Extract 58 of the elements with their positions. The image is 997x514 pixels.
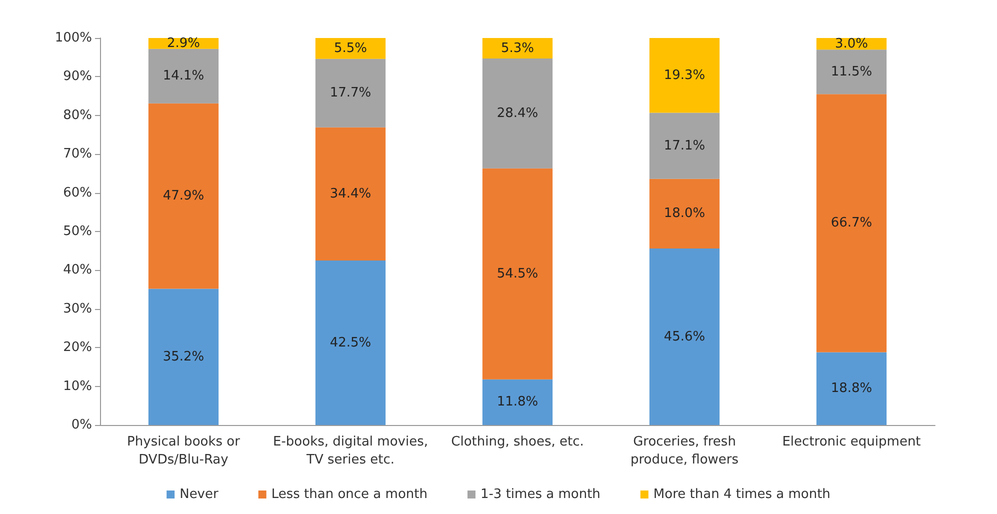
data-label: 17.1% (664, 138, 706, 154)
y-tick-label: 70% (63, 146, 92, 162)
bar (816, 352, 887, 425)
data-label: 11.5% (830, 64, 872, 80)
data-label: 45.6% (664, 329, 706, 344)
bar (148, 48, 219, 104)
data-label: 2.9% (166, 36, 200, 51)
data-label: 28.4% (496, 106, 538, 121)
data-label: 66.7% (830, 216, 872, 231)
data-label: 3.0% (834, 36, 868, 52)
bar (649, 112, 720, 179)
y-tick-label: 10% (63, 378, 92, 394)
bar (649, 248, 720, 425)
bar (315, 260, 386, 425)
legend-label: Less than once a month (271, 487, 428, 502)
y-tick-label: 50% (63, 224, 92, 239)
legend-label: 1-3 times a month (480, 487, 600, 502)
data-label: 18.0% (664, 206, 706, 222)
x-tick-label: Electronic equipment (782, 434, 921, 450)
bar (482, 379, 553, 425)
y-tick-label: 40% (63, 262, 92, 278)
bar (482, 38, 553, 59)
y-tick-label: 100% (54, 30, 92, 46)
x-tick-label: Clothing, shoes, etc. (451, 434, 584, 450)
bar (315, 38, 386, 59)
y-tick-label: 0% (71, 418, 92, 432)
data-label: 17.7% (330, 86, 372, 101)
data-label: 47.9% (162, 188, 204, 204)
data-label: 54.5% (496, 266, 538, 282)
bar (315, 127, 386, 261)
bar (816, 94, 887, 352)
data-label: 5.5% (334, 40, 368, 56)
x-tick-label: E-books, digital movies, TV series etc. (273, 434, 428, 468)
x-tick-label: Physical books or DVDs/Blu-Ray (127, 434, 241, 468)
data-label: 35.2% (162, 349, 204, 364)
data-label: 42.5% (330, 335, 372, 350)
data-label: 34.4% (330, 186, 372, 202)
data-label: 19.3% (664, 68, 706, 83)
data-label: 5.3% (500, 40, 534, 56)
data-label: 14.1% (162, 68, 204, 84)
bar (816, 50, 887, 94)
bar (315, 58, 386, 128)
y-tick-label: 90% (63, 69, 92, 84)
bar (649, 38, 720, 113)
y-tick-label: 60% (63, 185, 92, 200)
y-tick-label: 30% (63, 301, 92, 316)
bar (482, 58, 553, 168)
data-label: 11.8% (496, 394, 538, 410)
y-tick-label: 80% (63, 108, 92, 123)
bar (148, 103, 219, 289)
x-tick-label: Groceries, fresh produce, flowers (630, 434, 739, 468)
legend-label: Never (180, 487, 220, 502)
legend-label: More than 4 times a month (653, 487, 830, 502)
data-label: 18.8% (830, 381, 872, 396)
bar (482, 168, 553, 380)
bar (148, 288, 219, 425)
bar (649, 178, 720, 249)
y-tick-label: 20% (63, 340, 92, 356)
